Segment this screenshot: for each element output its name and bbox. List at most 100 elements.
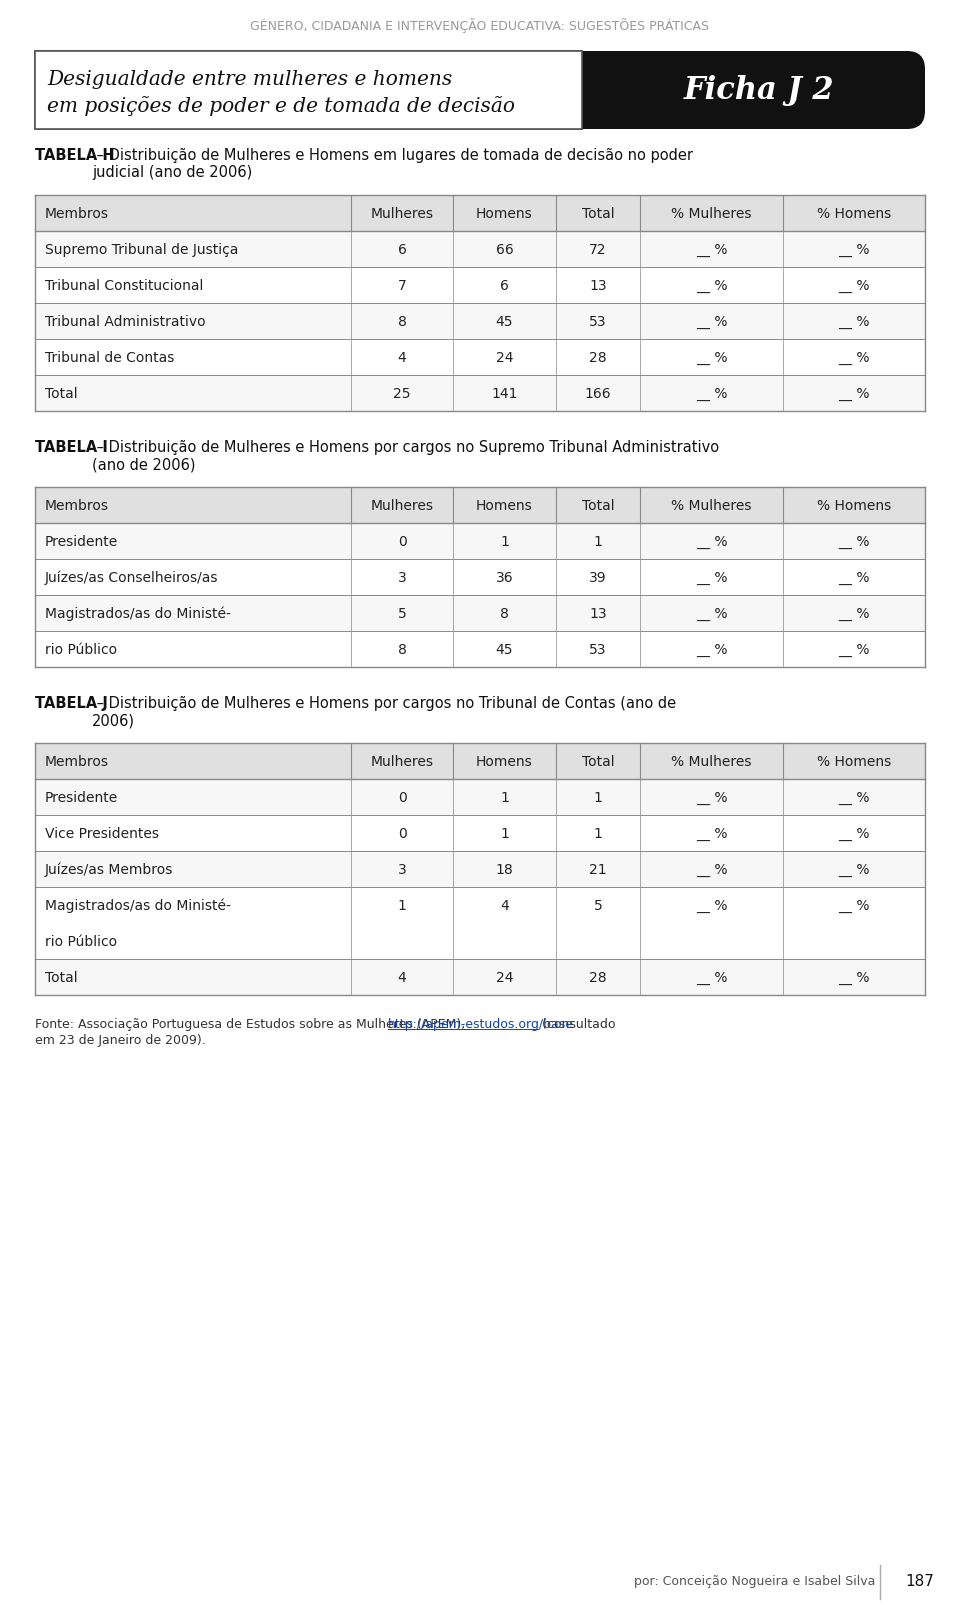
Text: 141: 141 <box>492 387 517 401</box>
Text: http://apem-estudos.org/base: http://apem-estudos.org/base <box>388 1018 574 1030</box>
Text: 28: 28 <box>589 351 607 364</box>
Bar <box>35 488 925 523</box>
Text: 66: 66 <box>495 242 514 257</box>
Text: 4: 4 <box>397 971 406 984</box>
Text: 45: 45 <box>495 642 514 656</box>
FancyBboxPatch shape <box>563 51 925 130</box>
Bar <box>35 780 925 815</box>
Text: 0: 0 <box>397 827 406 841</box>
Text: Presidente: Presidente <box>45 791 118 804</box>
Text: Ficha J 2: Ficha J 2 <box>684 75 834 106</box>
Text: Tribunal de Contas: Tribunal de Contas <box>45 351 175 364</box>
Text: __ %: __ % <box>838 315 870 329</box>
Text: Total: Total <box>45 387 78 401</box>
Text: __ %: __ % <box>838 351 870 364</box>
Text: TABELA H: TABELA H <box>35 148 114 162</box>
Text: 24: 24 <box>495 971 514 984</box>
Text: __ %: __ % <box>838 571 870 584</box>
Text: __ %: __ % <box>696 571 727 584</box>
Text: 24: 24 <box>495 351 514 364</box>
Bar <box>35 231 925 268</box>
Text: 1: 1 <box>500 791 509 804</box>
Text: TABELA J: TABELA J <box>35 695 108 711</box>
Bar <box>35 51 583 130</box>
Text: 18: 18 <box>495 862 514 876</box>
Text: __ %: __ % <box>838 534 870 549</box>
Text: Total: Total <box>582 754 614 769</box>
Text: – Distribuição de Mulheres e Homens por cargos no Supremo Tribunal Administrativ: – Distribuição de Mulheres e Homens por … <box>92 440 719 472</box>
Text: 3: 3 <box>397 571 406 584</box>
Text: __ %: __ % <box>696 242 727 257</box>
Text: Total: Total <box>45 971 78 984</box>
Text: 0: 0 <box>397 791 406 804</box>
Text: % Homens: % Homens <box>817 499 891 512</box>
Text: 8: 8 <box>397 642 407 656</box>
Text: 6: 6 <box>397 242 407 257</box>
Bar <box>35 595 925 632</box>
Text: 166: 166 <box>585 387 612 401</box>
Text: Fonte: Associação Portuguesa de Estudos sobre as Mulheres (APEM),: Fonte: Associação Portuguesa de Estudos … <box>35 1018 469 1030</box>
Bar <box>35 852 925 888</box>
Text: 53: 53 <box>589 315 607 329</box>
Text: 13: 13 <box>589 607 607 621</box>
Bar <box>35 560 925 595</box>
Text: GÉNERO, CIDADANIA E INTERVENÇÃO EDUCATIVA: SUGESTÕES PRÁTICAS: GÉNERO, CIDADANIA E INTERVENÇÃO EDUCATIV… <box>251 18 709 34</box>
Bar <box>35 743 925 780</box>
Text: 5: 5 <box>397 607 406 621</box>
Text: __ %: __ % <box>696 387 727 401</box>
Text: __ %: __ % <box>696 279 727 292</box>
Text: 1: 1 <box>500 534 509 549</box>
Text: rio Público: rio Público <box>45 934 117 949</box>
Text: Total: Total <box>582 499 614 512</box>
Text: 1: 1 <box>500 827 509 841</box>
Text: % Homens: % Homens <box>817 754 891 769</box>
Text: Mulheres: Mulheres <box>371 754 434 769</box>
Text: % Homens: % Homens <box>817 207 891 221</box>
Text: TABELA I: TABELA I <box>35 440 108 454</box>
Text: __ %: __ % <box>838 607 870 621</box>
Text: Magistrados/as do Ministé-: Magistrados/as do Ministé- <box>45 607 230 621</box>
Text: __ %: __ % <box>838 242 870 257</box>
Text: __ %: __ % <box>696 862 727 876</box>
Text: 3: 3 <box>397 862 406 876</box>
Text: Magistrados/as do Ministé-: Magistrados/as do Ministé- <box>45 899 230 913</box>
Text: 0: 0 <box>397 534 406 549</box>
Text: Desigualdade entre mulheres e homens: Desigualdade entre mulheres e homens <box>47 71 452 88</box>
Text: 4: 4 <box>500 899 509 912</box>
Text: 39: 39 <box>589 571 607 584</box>
Text: Mulheres: Mulheres <box>371 207 434 221</box>
Text: Tribunal Constitucional: Tribunal Constitucional <box>45 279 204 292</box>
Bar <box>35 888 925 960</box>
Text: __ %: __ % <box>838 279 870 292</box>
Text: 72: 72 <box>589 242 607 257</box>
Text: % Mulheres: % Mulheres <box>671 499 752 512</box>
Text: rio Público: rio Público <box>45 642 117 656</box>
Text: – Distribuição de Mulheres e Homens em lugares de tomada de decisão no poder
jud: – Distribuição de Mulheres e Homens em l… <box>92 148 693 180</box>
Text: 53: 53 <box>589 642 607 656</box>
Text: – Distribuição de Mulheres e Homens por cargos no Tribunal de Contas (ano de
200: – Distribuição de Mulheres e Homens por … <box>92 695 677 729</box>
Text: 13: 13 <box>589 279 607 292</box>
Text: __ %: __ % <box>838 899 870 912</box>
Text: 1: 1 <box>593 791 602 804</box>
Text: __ %: __ % <box>838 827 870 841</box>
Text: 1: 1 <box>593 534 602 549</box>
Bar <box>35 268 925 303</box>
Bar <box>35 51 583 130</box>
Text: Mulheres: Mulheres <box>371 499 434 512</box>
Text: 21: 21 <box>589 862 607 876</box>
Bar <box>35 815 925 852</box>
Text: 1: 1 <box>593 827 602 841</box>
Bar <box>35 303 925 340</box>
Text: 25: 25 <box>394 387 411 401</box>
Bar <box>35 51 583 130</box>
Text: 1: 1 <box>397 899 407 912</box>
Text: 7: 7 <box>397 279 406 292</box>
Text: __ %: __ % <box>696 607 727 621</box>
Bar <box>35 632 925 668</box>
Bar <box>35 196 925 231</box>
Text: 8: 8 <box>500 607 509 621</box>
Text: __ %: __ % <box>696 351 727 364</box>
Text: __ %: __ % <box>838 387 870 401</box>
Text: __ %: __ % <box>838 862 870 876</box>
Bar <box>35 523 925 560</box>
